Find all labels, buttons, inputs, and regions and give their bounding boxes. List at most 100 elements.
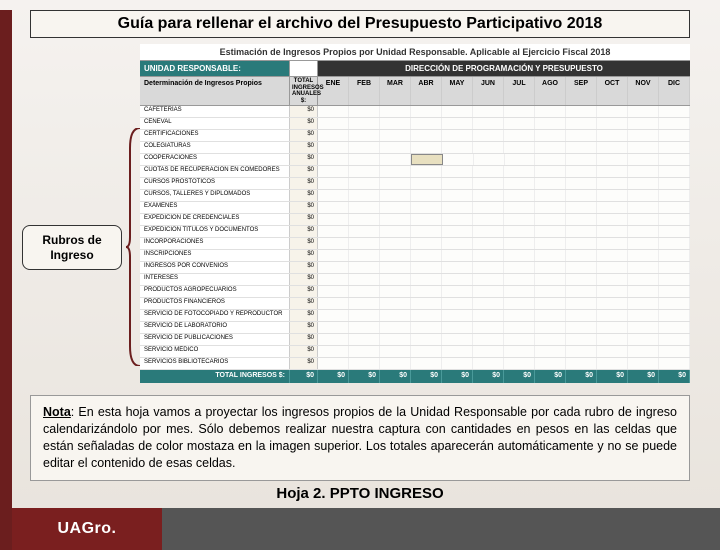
table-row: CERTIFICACIONES$0 xyxy=(140,130,690,142)
callout-line2: Ingreso xyxy=(50,248,93,262)
row-total: $0 xyxy=(290,250,318,261)
row-label: CURSOS, TALLERES Y DIPLOMADOS xyxy=(140,190,290,201)
month-cell xyxy=(504,346,535,357)
month-cell xyxy=(597,142,628,153)
month-cell xyxy=(380,310,411,321)
month-cell xyxy=(318,130,349,141)
month-cell xyxy=(566,346,597,357)
month-cell xyxy=(628,226,659,237)
month-cell xyxy=(566,142,597,153)
month-cell xyxy=(473,334,504,345)
month-cell xyxy=(504,274,535,285)
table-row: CENEVAL$0 xyxy=(140,118,690,130)
month-cell xyxy=(504,226,535,237)
month-header: OCT xyxy=(597,77,628,105)
month-cell xyxy=(473,286,504,297)
month-header: MAR xyxy=(380,77,411,105)
month-cell xyxy=(504,106,535,117)
month-cell xyxy=(504,334,535,345)
month-cell xyxy=(628,238,659,249)
page-title: Guía para rellenar el archivo del Presup… xyxy=(30,10,690,38)
month-total: $0 xyxy=(349,370,380,383)
month-cell xyxy=(473,190,504,201)
unidad-responsable-label: UNIDAD RESPONSABLE: xyxy=(140,61,290,76)
month-cell xyxy=(411,214,442,225)
month-cell xyxy=(442,310,473,321)
month-cell xyxy=(411,106,442,117)
table-row: INTERESES$0 xyxy=(140,274,690,286)
row-label: SERVICIOS BIBLIOTECARIOS xyxy=(140,358,290,369)
month-cell xyxy=(318,154,349,165)
rubros-callout: Rubros de Ingreso xyxy=(22,225,122,270)
month-cell xyxy=(566,238,597,249)
row-total: $0 xyxy=(290,262,318,273)
footer-logo: UAGro. xyxy=(12,508,162,550)
month-cell xyxy=(318,310,349,321)
spreadsheet-preview: Estimación de Ingresos Propios por Unida… xyxy=(140,44,690,383)
month-cell xyxy=(473,142,504,153)
month-cell xyxy=(535,178,566,189)
month-cell xyxy=(411,142,442,153)
month-cell xyxy=(380,214,411,225)
month-cell xyxy=(473,250,504,261)
month-cell xyxy=(473,346,504,357)
month-cell xyxy=(504,262,535,273)
month-cell xyxy=(473,106,504,117)
month-total: $0 xyxy=(597,370,628,383)
table-row: EXÁMENES$0 xyxy=(140,202,690,214)
month-cell xyxy=(442,106,473,117)
month-cell xyxy=(349,166,380,177)
month-cell xyxy=(628,130,659,141)
grand-total-row: TOTAL INGRESOS $: $0 $0$0$0$0$0$0$0$0$0$… xyxy=(140,370,690,383)
month-cell xyxy=(473,262,504,273)
month-cell xyxy=(411,322,442,333)
month-cell xyxy=(628,334,659,345)
month-cell xyxy=(535,226,566,237)
month-header: ABR xyxy=(411,77,442,105)
month-cell xyxy=(411,250,442,261)
direction-label: DIRECCIÓN DE PROGRAMACIÓN Y PRESUPUESTO xyxy=(318,61,690,76)
month-cell xyxy=(535,238,566,249)
month-cell xyxy=(659,262,690,273)
unidad-responsable-blank xyxy=(290,61,318,76)
month-cell xyxy=(318,322,349,333)
note-lead: Nota xyxy=(43,405,71,419)
table-row: INCORPORACIONES$0 xyxy=(140,238,690,250)
month-header: FEB xyxy=(349,77,380,105)
row-label: COLEGIATURAS xyxy=(140,142,290,153)
month-cell xyxy=(628,250,659,261)
month-cell xyxy=(659,358,690,369)
month-cell xyxy=(504,298,535,309)
month-cell xyxy=(659,118,690,129)
month-cell xyxy=(349,202,380,213)
month-cell xyxy=(411,358,442,369)
month-cell xyxy=(318,166,349,177)
table-row: PRODUCTOS AGROPECUARIOS$0 xyxy=(140,286,690,298)
month-cell xyxy=(442,322,473,333)
month-cell xyxy=(535,130,566,141)
month-cell xyxy=(349,214,380,225)
month-cell xyxy=(473,226,504,237)
month-cell xyxy=(659,286,690,297)
det-col-header: Determinación de Ingresos Propios xyxy=(140,77,290,105)
month-cell xyxy=(411,310,442,321)
row-label: INCORPORACIONES xyxy=(140,238,290,249)
month-total: $0 xyxy=(659,370,690,383)
row-label: COOPERACIONES xyxy=(140,154,290,165)
month-cell xyxy=(659,142,690,153)
month-cell xyxy=(566,118,597,129)
month-cell xyxy=(349,298,380,309)
row-label: INTERESES xyxy=(140,274,290,285)
month-cell xyxy=(442,334,473,345)
month-cell xyxy=(659,154,690,165)
month-cell xyxy=(597,130,628,141)
month-cell xyxy=(411,118,442,129)
table-row: COOPERACIONES$0 xyxy=(140,154,690,166)
month-cell xyxy=(535,118,566,129)
month-cell xyxy=(597,298,628,309)
month-cell xyxy=(380,238,411,249)
month-cell xyxy=(597,238,628,249)
month-cell xyxy=(535,166,566,177)
month-cell xyxy=(659,274,690,285)
month-cell xyxy=(473,178,504,189)
